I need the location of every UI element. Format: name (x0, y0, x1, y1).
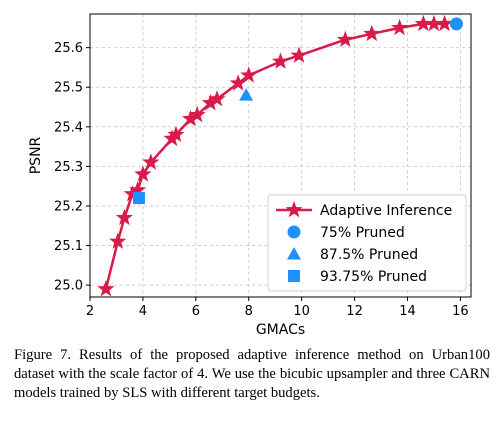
x-axis-label: GMACs (256, 322, 305, 338)
y-axis-label: PSNR (28, 136, 44, 174)
x-tick-label: 10 (293, 304, 310, 319)
data-point (132, 192, 145, 205)
data-point (363, 24, 381, 42)
y-tick-label: 25.6 (54, 41, 83, 56)
x-tick-label: 4 (139, 304, 147, 319)
data-point (134, 165, 152, 182)
chart: 2 4 6 8 10 12 14 16 25.0 25.1 25.2 25.3 25.4 25.5 25.6… (28, 13, 472, 338)
legend-item: 87.5% Pruned (287, 247, 418, 263)
data-point (414, 14, 432, 32)
plot-frame (89, 13, 472, 298)
data-point (336, 30, 354, 48)
series-1 (97, 14, 454, 297)
x-tick-label: 2 (86, 304, 94, 319)
legend-label: Adaptive Inference (320, 203, 452, 219)
legend-item: 93.75% Pruned (288, 269, 427, 285)
y-tick-label: 25.5 (54, 81, 83, 96)
data-point (240, 66, 258, 83)
data-point (181, 109, 200, 127)
data-point (208, 90, 226, 107)
series-4 (132, 192, 145, 205)
y-tick-label: 25.4 (54, 120, 83, 135)
data-point (123, 185, 141, 202)
y-tick-label: 25.1 (54, 239, 83, 254)
x-tick-label: 8 (245, 304, 253, 319)
x-tick-label: 14 (399, 304, 416, 319)
data-point (129, 181, 147, 198)
data-point (201, 94, 219, 111)
series-2 (449, 17, 463, 31)
legend-box (267, 194, 467, 292)
legend-marker (287, 247, 301, 260)
data-point (271, 52, 290, 69)
x-tick-label: 6 (192, 304, 200, 319)
data-point (425, 14, 443, 32)
legend: Adaptive Inference 75% Pruned 87.5% Pruned… (267, 194, 467, 292)
y-tick-label: 25.2 (54, 199, 83, 214)
data-point (115, 208, 133, 226)
legend-marker (288, 270, 300, 282)
data-point (239, 88, 254, 101)
data-point (167, 125, 185, 142)
legend-marker (287, 225, 301, 239)
legend-label: 87.5% Pruned (320, 247, 418, 263)
legend-marker (285, 201, 303, 218)
data-point (97, 280, 115, 297)
y-tick-label: 25.0 (54, 279, 83, 294)
y-tick-label: 25.3 (54, 160, 83, 175)
legend-label: 75% Pruned (320, 225, 405, 241)
data-point (449, 17, 463, 31)
data-point (290, 46, 308, 63)
legend-label: 93.75% Pruned (320, 269, 427, 285)
series-3 (239, 88, 254, 101)
data-point (188, 105, 206, 123)
data-point (229, 74, 247, 91)
data-point (391, 18, 409, 36)
data-point (109, 232, 127, 249)
legend-item: Adaptive Inference (276, 201, 452, 219)
data-point (142, 153, 160, 170)
x-tick-label: 12 (346, 304, 363, 319)
x-tick-label: 16 (452, 304, 469, 319)
figure-caption: Figure 7. Results of the proposed adapti… (14, 347, 490, 401)
data-point (435, 14, 454, 32)
legend-item: 75% Pruned (287, 225, 405, 241)
